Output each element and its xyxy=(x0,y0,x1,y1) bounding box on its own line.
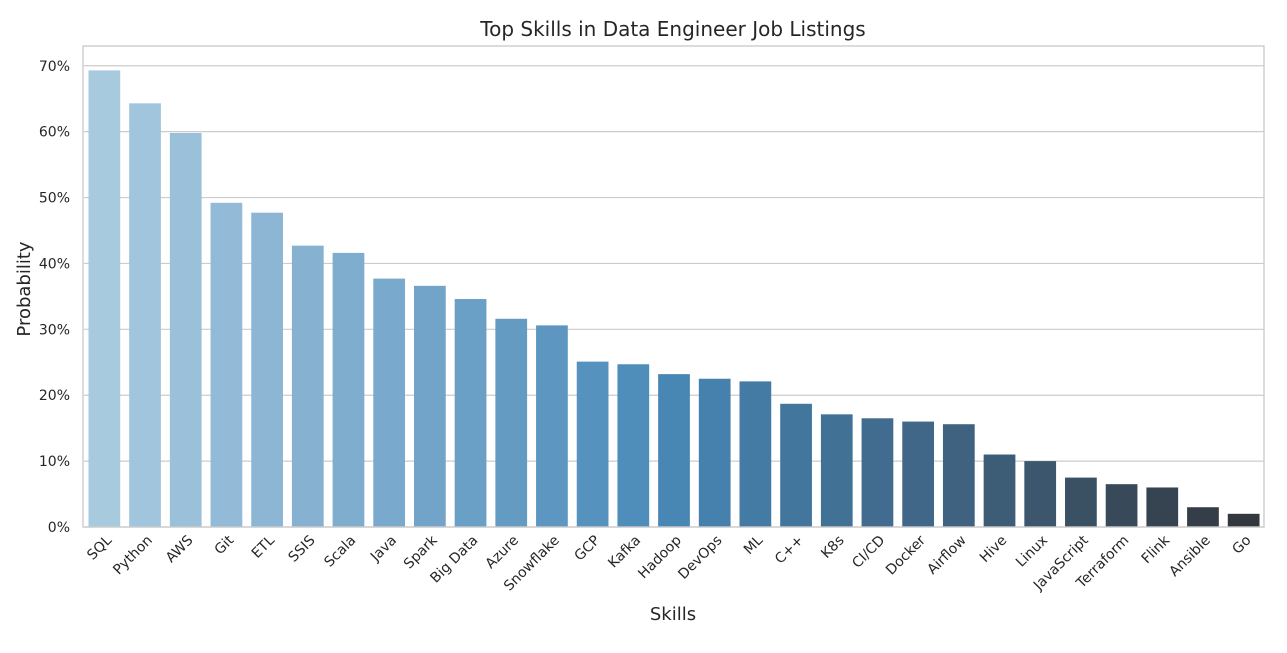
y-tick-label: 50% xyxy=(39,191,70,207)
bar-spark xyxy=(413,285,446,527)
chart-title: Top Skills in Data Engineer Job Listings xyxy=(479,17,865,41)
y-tick-label: 0% xyxy=(48,520,70,536)
x-tick-label: SSIS xyxy=(286,532,319,565)
y-tick-label: 30% xyxy=(39,322,70,338)
x-tick-label: CI/CD xyxy=(849,533,888,572)
x-tick-label: Python xyxy=(110,533,156,579)
x-tick-label: Airflow xyxy=(924,533,969,578)
x-tick-label: Git xyxy=(212,532,238,558)
x-tick-label: K8s xyxy=(818,533,847,562)
y-tick-label: 10% xyxy=(39,454,70,470)
bar-azure xyxy=(495,318,528,527)
bar-kafka xyxy=(617,364,650,527)
y-tick-label: 40% xyxy=(39,256,70,272)
bar-linux xyxy=(1024,461,1057,527)
bar-k8s xyxy=(820,414,853,527)
x-tick-label: Go xyxy=(1229,533,1254,558)
x-tick-label: C++ xyxy=(772,533,807,568)
bars xyxy=(88,70,1260,528)
x-tick-label: Scala xyxy=(321,533,359,571)
bar-hadoop xyxy=(658,374,690,527)
bar-ci-cd xyxy=(861,418,894,527)
x-tick-label: Ansible xyxy=(1166,533,1213,580)
x-tick-label: DevOps xyxy=(675,533,725,583)
bar-hive xyxy=(983,454,1016,527)
bar-devops xyxy=(698,378,731,527)
x-tick-label: Docker xyxy=(883,532,929,578)
x-tick-label: AWS xyxy=(163,532,197,566)
x-tick-label: ML xyxy=(741,532,767,558)
bar-sql xyxy=(88,70,121,527)
bar-etl xyxy=(251,212,283,527)
bar-docker xyxy=(902,421,935,527)
y-axis-label: Probability xyxy=(14,241,35,336)
y-tick-label: 20% xyxy=(39,388,70,404)
bar-ssis xyxy=(291,245,324,527)
bar-ml xyxy=(739,381,772,527)
bar-big-data xyxy=(454,299,487,527)
y-tick-label: 70% xyxy=(39,59,70,75)
bar-airflow xyxy=(942,424,975,527)
bar-aws xyxy=(169,132,202,527)
x-tick-label: GCP xyxy=(572,533,604,565)
bar-snowflake xyxy=(536,325,568,527)
x-tick-label: Flink xyxy=(1139,532,1174,567)
bar-c- xyxy=(780,403,812,527)
bar-flink xyxy=(1146,487,1179,527)
bar-ansible xyxy=(1187,507,1219,527)
plot-frame xyxy=(82,45,1265,528)
x-tick-label: Azure xyxy=(483,533,523,573)
x-tick-label: ETL xyxy=(249,532,278,561)
bar-scala xyxy=(332,252,365,528)
bar-java xyxy=(373,278,406,527)
bar-python xyxy=(129,103,161,528)
x-tick-label: Kafka xyxy=(605,533,644,572)
x-tick-label: SQL xyxy=(84,532,115,563)
y-tick-labels: 0% 10% 20% 30% 40% 50% 60% 70% xyxy=(39,59,70,536)
x-axis-label: Skills xyxy=(650,604,696,625)
bar-go xyxy=(1227,513,1260,527)
x-tick-label: Hive xyxy=(977,533,1010,566)
bar-git xyxy=(210,202,243,527)
bar-terraform xyxy=(1105,484,1138,527)
bar-javascript xyxy=(1065,477,1097,527)
x-tick-label: Java xyxy=(367,533,400,566)
bar-gcp xyxy=(576,361,609,527)
y-tick-label: 60% xyxy=(39,125,70,141)
x-tick-label: Linux xyxy=(1013,533,1051,571)
